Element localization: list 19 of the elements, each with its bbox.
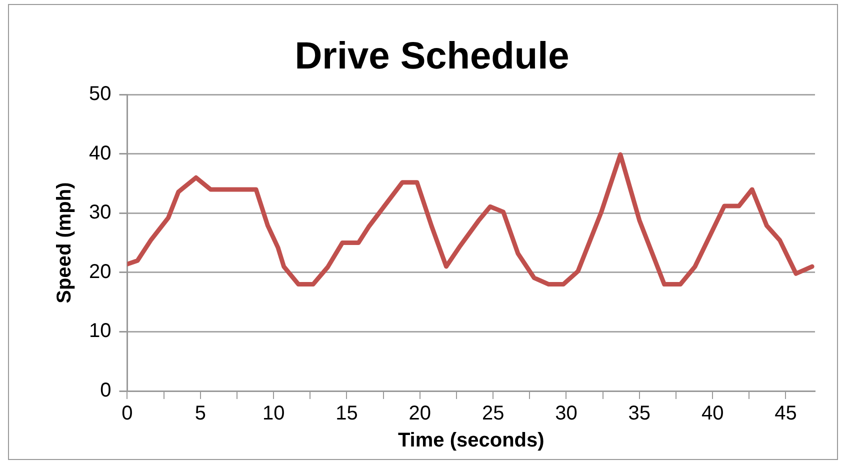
y-tick-label: 30 xyxy=(88,202,112,224)
x-tick-label: 45 xyxy=(774,402,797,425)
y-axis-title: Speed (mph) xyxy=(54,182,76,304)
x-tick-label: 25 xyxy=(482,402,504,425)
y-tick-label: 20 xyxy=(88,260,112,283)
y-tick-label: 0 xyxy=(100,380,112,402)
x-axis-title: Time (seconds) xyxy=(398,430,544,452)
x-tick-label: 40 xyxy=(701,402,724,425)
x-tick-label: 0 xyxy=(122,402,133,425)
chart-title: Drive Schedule xyxy=(294,35,570,78)
x-tick-label: 15 xyxy=(336,402,358,425)
x-tick-label: 10 xyxy=(262,402,285,425)
y-tick-label: 10 xyxy=(88,320,112,342)
y-tick-label: 40 xyxy=(88,142,112,164)
x-tick-label: 30 xyxy=(555,402,578,425)
x-tick-label: 35 xyxy=(628,402,651,425)
y-tick-label: 50 xyxy=(88,83,112,106)
x-tick-label: 20 xyxy=(408,402,432,425)
x-tick-label: 5 xyxy=(194,402,206,425)
